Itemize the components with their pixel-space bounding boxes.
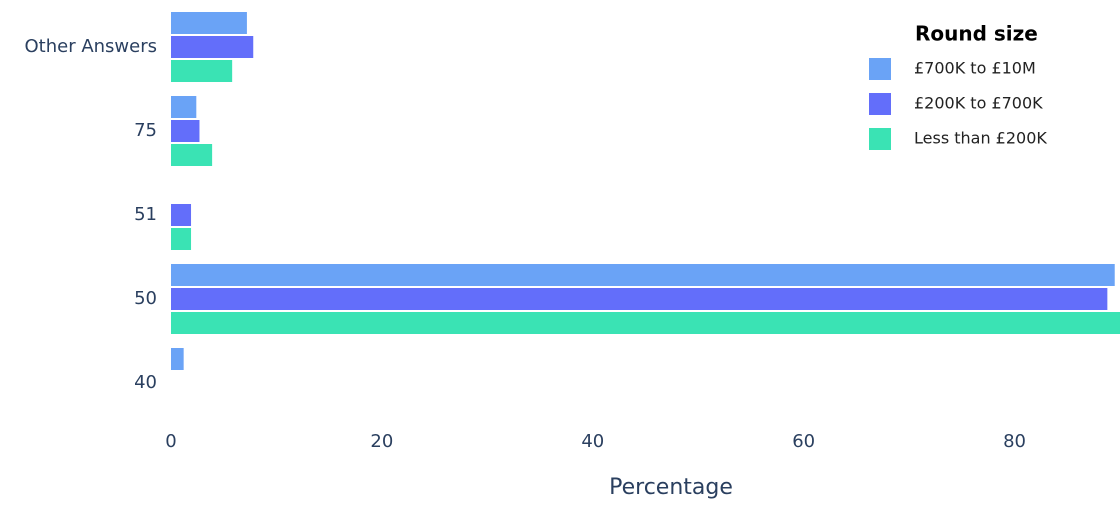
bar (171, 12, 247, 34)
x-tick-label: 40 (581, 431, 604, 452)
legend-label: £200K to £700K (914, 94, 1043, 113)
x-axis-title: Percentage (609, 475, 733, 500)
legend-title: Round size (915, 22, 1038, 46)
bar (171, 144, 213, 166)
bar (171, 228, 192, 250)
bar (171, 60, 233, 82)
bar (171, 204, 192, 226)
legend-label: Less than £200K (914, 129, 1047, 148)
plot-area (171, 12, 1120, 370)
y-tick-label: 75 (134, 120, 157, 141)
y-tick-label: 40 (134, 372, 157, 393)
bar (171, 264, 1115, 286)
bar (171, 288, 1108, 310)
legend-swatch (869, 58, 891, 80)
legend-swatch (869, 93, 891, 115)
y-tick-label: 51 (134, 204, 157, 225)
x-tick-label: 80 (1003, 431, 1026, 452)
legend-swatch (869, 128, 891, 150)
y-tick-label: 50 (134, 288, 157, 309)
bar (171, 120, 200, 142)
bar (171, 348, 184, 370)
bar (171, 312, 1120, 334)
bar (171, 36, 254, 58)
bar (171, 96, 197, 118)
x-tick-label: 0 (165, 431, 176, 452)
y-tick-label: Other Answers (24, 36, 157, 57)
x-tick-label: 60 (792, 431, 815, 452)
x-tick-label: 20 (370, 431, 393, 452)
legend-label: £700K to £10M (914, 59, 1036, 78)
